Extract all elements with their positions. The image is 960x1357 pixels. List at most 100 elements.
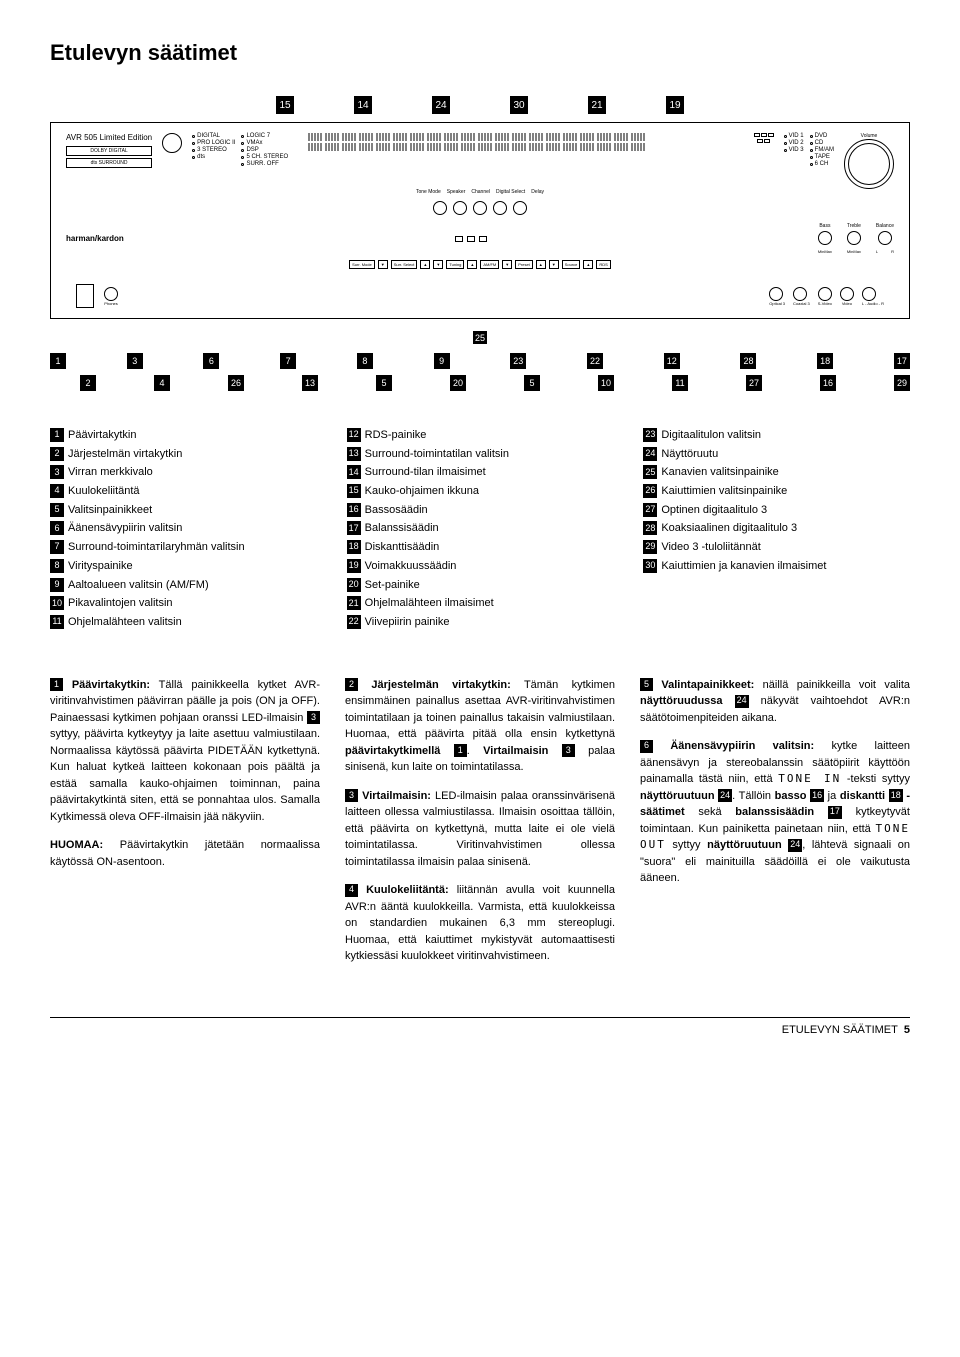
dts-logo: dts SURROUND xyxy=(66,158,152,168)
legend-item-27: 27Optinen digitaalitulo 3 xyxy=(643,501,910,520)
nav-set-button[interactable] xyxy=(467,236,475,242)
body-text: 1 Päävirtakytkin: Tällä painikkeella kyt… xyxy=(50,677,910,977)
legend-item-23: 23Digitaalitulon valitsin xyxy=(643,426,910,445)
source-led-block: VID 1VID 2VID 3 DVDCDFM/AMTAPE6 CH xyxy=(784,133,834,167)
callout-27: 27 xyxy=(746,375,762,391)
legend-item-30: 30Kaiuttimien ja kanavien ilmaisimet xyxy=(643,557,910,576)
delay-knob[interactable] xyxy=(513,201,527,215)
s-video-jack[interactable]: S-Video xyxy=(818,287,832,306)
tone-knobs: BassMinMaxTrebleMinMaxBalanceLR xyxy=(818,223,894,254)
legend-item-10: 10Pikavalintojen valitsin xyxy=(50,594,317,613)
main-display xyxy=(298,133,743,151)
callout-23: 23 xyxy=(510,353,526,369)
strip-button[interactable]: ▼ xyxy=(433,260,443,269)
legend-item-13: 13Surround-toimintаtilan valitsin xyxy=(347,445,614,464)
strip-button[interactable]: ▼ xyxy=(378,260,388,269)
strip-button[interactable]: RDS xyxy=(596,260,610,269)
callout-5: 5 xyxy=(524,375,540,391)
legend-item-5: 5Valitsinpainikkeet xyxy=(50,501,317,520)
strip-button[interactable]: Preset xyxy=(515,260,533,269)
logo-block: DOLBY DIGITAL dts SURROUND xyxy=(66,146,152,168)
video-jack[interactable]: Video xyxy=(840,287,854,306)
strip-button[interactable]: Surr. Mode xyxy=(349,260,375,269)
legend-item-17: 17Balanssisäädin xyxy=(347,519,614,538)
nav-left-button[interactable] xyxy=(455,236,463,242)
channel-knob[interactable] xyxy=(473,201,487,215)
dolby-logo: DOLBY DIGITAL xyxy=(66,146,152,156)
strip-button[interactable]: Source xyxy=(562,260,581,269)
legend-item-25: 25Kanavien valitsinpainike xyxy=(643,463,910,482)
strip-button[interactable]: Tuning xyxy=(446,260,464,269)
legend-item-2: 2Järjestelmän virtakytkin xyxy=(50,445,317,464)
digital-select-knob[interactable] xyxy=(493,201,507,215)
strip-button[interactable]: ▼ xyxy=(549,260,559,269)
callout-16: 16 xyxy=(820,375,836,391)
legend-item-6: 6Äänensävypiirin valitsin xyxy=(50,519,317,538)
nav-right-button[interactable] xyxy=(479,236,487,242)
input-jacks: Optical 3 Coaxial 3 S-Video Video L - Audio … xyxy=(769,287,884,306)
legend-item-7: 7Surround-toimintатilaryhmän valitsin xyxy=(50,538,317,557)
callout-22: 22 xyxy=(587,353,603,369)
bass-knob[interactable] xyxy=(818,231,832,245)
callout-12: 12 xyxy=(664,353,680,369)
callout-30: 30 xyxy=(510,96,528,114)
legend-item-26: 26Kaiuttimien valitsinpainike xyxy=(643,482,910,501)
speaker-knob[interactable] xyxy=(453,201,467,215)
callout-21: 21 xyxy=(588,96,606,114)
strip-button[interactable]: ▲ xyxy=(536,260,546,269)
phones-jack[interactable]: Phones xyxy=(104,287,118,306)
strip-button[interactable]: ▼ xyxy=(502,260,512,269)
treble-knob[interactable] xyxy=(847,231,861,245)
callout-28: 28 xyxy=(740,353,756,369)
legend-item-15: 15Kauko-ohjaimen ikkuna xyxy=(347,482,614,501)
legend-item-14: 14Surround-tilan ilmaisimet xyxy=(347,463,614,482)
button-strip: Surr. Mode▼Surr. Select▲▼Tuning▲AM/FM▼Pr… xyxy=(66,260,894,269)
speaker-icons xyxy=(754,133,774,143)
top-callout-row: 151424302119 xyxy=(50,96,910,114)
callout-4: 4 xyxy=(154,375,170,391)
strip-button[interactable]: ▲ xyxy=(583,260,593,269)
callout-26: 26 xyxy=(228,375,244,391)
page-title: Etulevyn säätimet xyxy=(50,40,910,66)
main-power-button[interactable] xyxy=(76,284,94,308)
callout-5: 5 xyxy=(376,375,392,391)
bottom-callouts-2: 24261352051011271629 xyxy=(80,375,910,391)
legend-item-8: 8Virityspainike xyxy=(50,557,317,576)
legend-item-12: 12RDS-painike xyxy=(347,426,614,445)
legend-item-1: 1Päävirtakytkin xyxy=(50,426,317,445)
callout-17: 17 xyxy=(894,353,910,369)
strip-button[interactable]: Surr. Select xyxy=(391,260,418,269)
optical-3-jack[interactable]: Optical 3 xyxy=(769,287,785,306)
balance-knob[interactable] xyxy=(878,231,892,245)
strip-button[interactable]: ▲ xyxy=(420,260,430,269)
strip-button[interactable]: ▲ xyxy=(467,260,477,269)
callout-29: 29 xyxy=(894,375,910,391)
callout-15: 15 xyxy=(276,96,294,114)
legend-item-9: 9Aaltoalueen valitsin (AM/FM) xyxy=(50,576,317,595)
volume-knob[interactable] xyxy=(844,139,894,189)
callout-13: 13 xyxy=(302,375,318,391)
callout-1: 1 xyxy=(50,353,66,369)
callout-10: 10 xyxy=(598,375,614,391)
strip-button[interactable]: AM/FM xyxy=(480,260,499,269)
callout-8: 8 xyxy=(357,353,373,369)
l---audio---r-jack[interactable]: L - Audio - R xyxy=(862,287,884,306)
surround-led-block: DIGITALPRO LOGIC II3 STEREOdts LOGIC 7VM… xyxy=(192,133,288,167)
legend-item-24: 24Näyttöruutu xyxy=(643,445,910,464)
brand-label: harman/kardon xyxy=(66,234,124,243)
front-panel-diagram: AVR 505 Limited Edition DOLBY DIGITAL dt… xyxy=(50,122,910,319)
callout-18: 18 xyxy=(817,353,833,369)
callout-11: 11 xyxy=(672,375,688,391)
legend-item-20: 20Set-painike xyxy=(347,576,614,595)
legend-item-28: 28Koaksiaalinen digitaalitulo 3 xyxy=(643,519,910,538)
legend-item-22: 22Viivepiirin painike xyxy=(347,613,614,632)
callout-24: 24 xyxy=(432,96,450,114)
model-label: AVR 505 Limited Edition xyxy=(66,133,152,142)
legend-item-19: 19Voimakkuussäädin xyxy=(347,557,614,576)
legend-item-4: 4Kuulokeliitäntä xyxy=(50,482,317,501)
callout-3: 3 xyxy=(127,353,143,369)
page-footer: ETULEVYN SÄÄTIMET5 xyxy=(50,1017,910,1036)
coaxial-3-jack[interactable]: Coaxial 3 xyxy=(793,287,810,306)
tone-mode-knob[interactable] xyxy=(433,201,447,215)
callout-6: 6 xyxy=(203,353,219,369)
